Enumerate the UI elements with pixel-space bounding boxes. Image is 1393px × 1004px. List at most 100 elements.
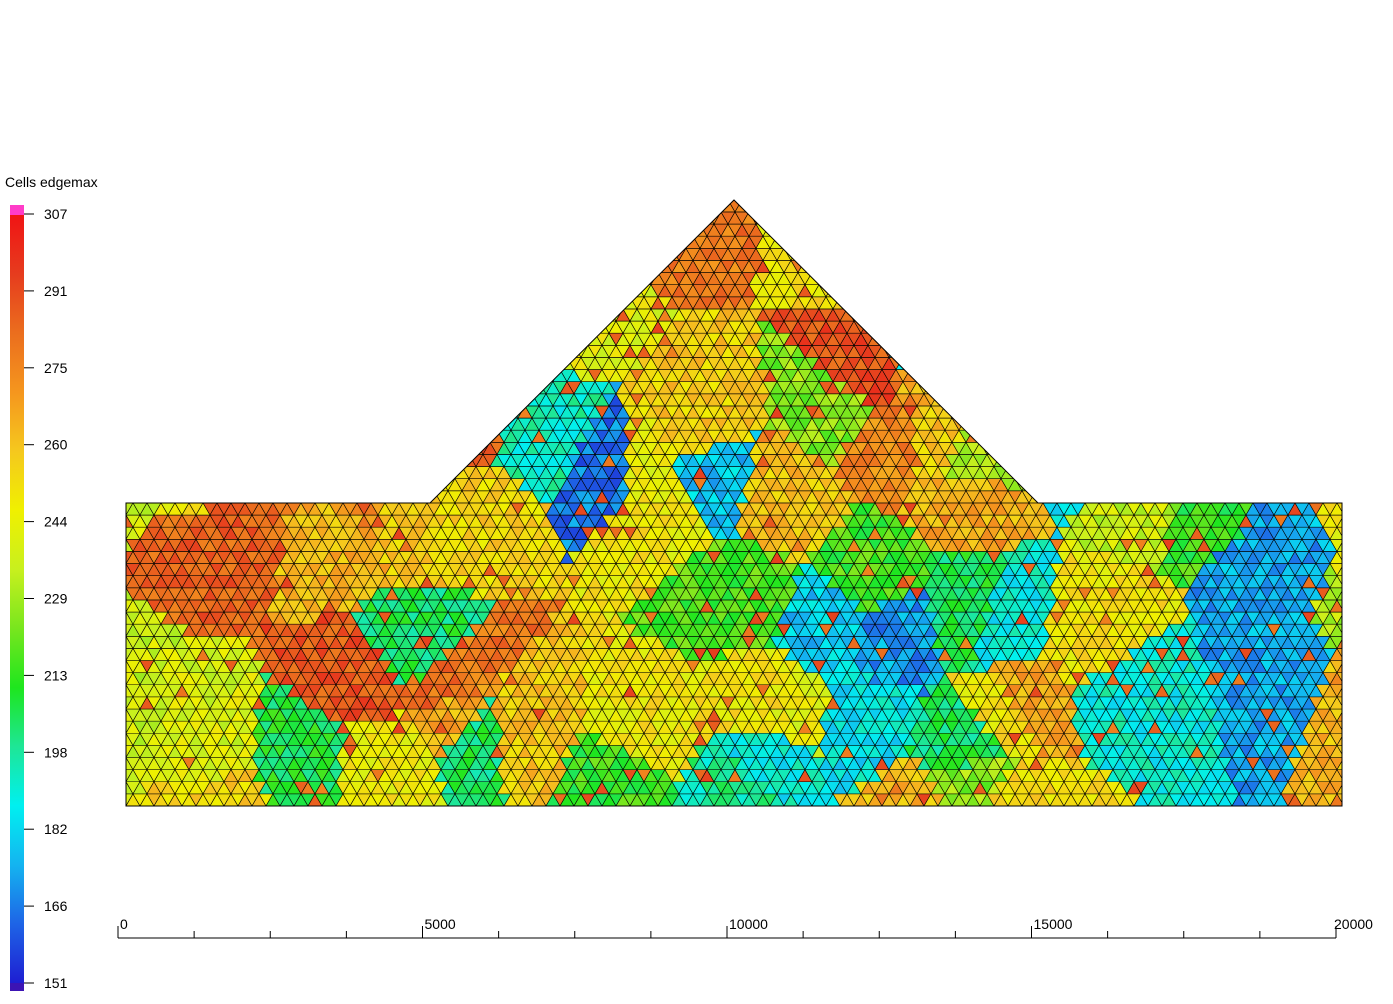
mesh-cell <box>1336 793 1342 806</box>
mesh-cell <box>167 490 183 504</box>
mesh-cell <box>328 465 344 479</box>
mesh-cell <box>1344 503 1358 515</box>
mesh-cell <box>1168 465 1184 479</box>
mesh-cell <box>258 478 274 492</box>
mesh-cell <box>377 466 393 480</box>
mesh-cell <box>1098 478 1114 492</box>
mesh-cell <box>1105 466 1121 480</box>
mesh-cell <box>265 490 281 504</box>
mesh-cell <box>300 478 316 492</box>
mesh-cell <box>321 490 337 504</box>
mesh-cell <box>1344 648 1358 660</box>
mesh-cell <box>1049 490 1065 504</box>
mesh-cell <box>1070 478 1086 492</box>
mesh-cell <box>1358 564 1372 576</box>
mesh-cell <box>126 672 127 686</box>
mesh-cell <box>1154 490 1170 504</box>
mesh-cell <box>1351 491 1365 503</box>
mesh-cell <box>1351 624 1365 636</box>
mesh-cell <box>1344 745 1358 757</box>
mesh-cell <box>1344 636 1358 648</box>
mesh-cell <box>370 490 386 504</box>
mesh-cell <box>1344 564 1358 576</box>
mesh-cell <box>1351 721 1365 733</box>
mesh-cell <box>279 478 295 492</box>
colorbar-tick-label: 213 <box>44 667 68 683</box>
mesh-cell <box>126 478 134 492</box>
mesh-cell <box>405 478 421 492</box>
mesh-cell <box>433 466 449 480</box>
mesh-cell <box>1351 588 1365 600</box>
mesh-cell <box>1344 758 1358 770</box>
mesh-cell <box>398 465 414 479</box>
mesh-cell <box>356 465 372 479</box>
mesh-cell <box>132 490 148 504</box>
mesh-cell <box>1140 478 1156 492</box>
mesh-cell <box>1358 758 1372 770</box>
mesh-cell <box>258 490 274 504</box>
mesh-cell <box>202 490 218 504</box>
mesh-cell <box>1358 733 1372 745</box>
mesh-cell <box>1344 770 1358 782</box>
mesh-cell <box>1056 465 1072 479</box>
mesh-cell <box>1344 697 1358 709</box>
mesh-cell <box>1112 465 1128 479</box>
mesh-cell <box>279 490 295 504</box>
mesh-cell <box>1182 490 1198 504</box>
mesh-cell <box>1344 794 1358 806</box>
mesh-cell <box>1063 478 1079 492</box>
mesh-cell <box>1358 661 1372 673</box>
mesh-cell <box>1161 478 1177 492</box>
mesh-cell <box>363 478 379 492</box>
mesh-cell <box>1133 490 1149 504</box>
mesh-cell <box>1344 673 1358 685</box>
mesh-cell <box>1344 539 1358 551</box>
mesh-cell <box>146 490 162 504</box>
mesh-cell <box>1042 478 1058 492</box>
mesh-cell <box>1035 466 1051 480</box>
mesh-cell <box>1351 539 1365 551</box>
mesh-cell <box>1084 490 1100 504</box>
mesh-cell <box>307 466 323 480</box>
mesh-cell <box>230 465 246 479</box>
mesh-cell <box>1344 515 1358 527</box>
mesh-cell <box>370 465 386 479</box>
mesh-cell <box>426 478 442 492</box>
colorbar-tick-label: 151 <box>44 975 68 991</box>
mesh-cell <box>1112 490 1128 504</box>
mesh-cell <box>384 490 400 504</box>
mesh-cell <box>126 720 127 734</box>
mesh-cell <box>1344 588 1358 600</box>
mesh-cell <box>132 465 148 479</box>
mesh-cell <box>1351 527 1365 539</box>
mesh-cell <box>1077 478 1093 492</box>
mesh-cell <box>1196 465 1212 479</box>
mesh-cell <box>139 466 155 480</box>
mesh-cell <box>244 490 260 504</box>
mesh-cell <box>1344 479 1358 491</box>
mesh-cell <box>126 575 127 589</box>
mesh-cell <box>1098 490 1114 504</box>
mesh-cell <box>1056 478 1072 492</box>
mesh-cell <box>1224 478 1240 492</box>
mesh-cell <box>1168 490 1184 504</box>
mesh-cell <box>1287 490 1303 504</box>
mesh-cell <box>1224 490 1240 504</box>
mesh-cell <box>1351 673 1365 685</box>
mesh-cell <box>1308 490 1324 504</box>
colorbar-tick-label: 229 <box>44 591 68 607</box>
mesh-cell <box>188 478 204 492</box>
mesh-cell <box>1344 624 1358 636</box>
mesh-cell <box>1273 490 1289 504</box>
mesh-cell <box>1098 465 1114 479</box>
mesh-cell <box>1175 490 1191 504</box>
mesh-cell <box>1105 478 1121 492</box>
mesh-cell <box>1358 782 1372 794</box>
mesh-cell <box>349 490 365 504</box>
mesh-cell <box>1358 685 1372 697</box>
mesh-cell <box>174 490 190 504</box>
mesh-cell <box>132 478 148 492</box>
mesh-cell <box>126 465 134 479</box>
mesh-cell <box>1351 745 1365 757</box>
